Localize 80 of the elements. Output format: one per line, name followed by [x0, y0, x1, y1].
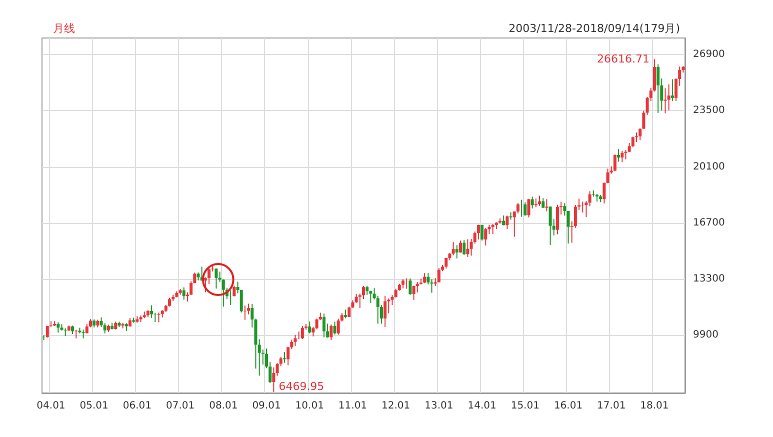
candlestick	[333, 321, 336, 336]
candlestick	[670, 78, 674, 102]
x-tick-label: 17.01	[597, 400, 626, 412]
annotation: 26616.71	[596, 52, 650, 66]
chart-subtitle: 2003/11/28-2018/09/14(179月)	[508, 22, 680, 35]
x-tick-label: 13.01	[424, 400, 454, 412]
candlestick	[243, 304, 246, 320]
candlestick	[480, 224, 484, 242]
candlestick	[272, 366, 276, 392]
candlestick	[563, 202, 566, 216]
y-tick-label: 9900	[693, 330, 718, 341]
candlestick	[369, 290, 372, 304]
candlestick	[491, 224, 494, 235]
x-tick-label: 15.01	[510, 400, 540, 412]
candlestick	[602, 182, 606, 204]
x-tick-label: 09.01	[252, 400, 281, 412]
x-tick-label: 08.01	[209, 400, 238, 412]
candlestick	[56, 322, 60, 334]
candlestick	[624, 150, 628, 160]
candlestick	[484, 227, 488, 246]
candlestick	[606, 168, 610, 184]
candlestick	[384, 295, 387, 328]
candlestick	[330, 324, 333, 340]
candlestick	[656, 64, 660, 114]
x-tick-label: 16.01	[554, 400, 583, 412]
candlestick	[617, 148, 620, 162]
candlestick	[214, 268, 218, 290]
x-tick-label: 05.01	[80, 400, 108, 412]
candlestick	[620, 150, 624, 163]
candlestick	[548, 206, 552, 246]
candlestick	[584, 200, 588, 218]
candlestick	[426, 272, 430, 285]
candlestick	[527, 198, 530, 218]
candlestick	[462, 240, 466, 256]
y-tick-label: 13300	[693, 274, 725, 285]
x-tick-label: 10.01	[295, 400, 324, 412]
candlestick	[308, 321, 312, 334]
candlestick	[322, 313, 326, 338]
candlestick	[150, 304, 154, 318]
candlestick	[258, 338, 261, 376]
candlestick	[455, 244, 458, 259]
x-tick-label: 11.01	[338, 400, 368, 412]
candlestick	[466, 238, 470, 258]
x-tick-label: 18.01	[640, 400, 669, 412]
candlestick	[412, 285, 416, 300]
x-tick-label: 04.01	[36, 400, 66, 412]
candlestick	[182, 286, 186, 300]
candlestick	[294, 334, 297, 346]
y-tick-label: 16700	[693, 217, 725, 228]
candlestick	[437, 268, 440, 283]
candlestick	[506, 215, 509, 230]
candlestick	[667, 84, 670, 111]
candlestick	[300, 325, 304, 340]
candlestick	[423, 272, 426, 284]
chart-title: 月线	[53, 22, 75, 35]
candlestick	[556, 204, 559, 235]
candlestick	[566, 210, 570, 244]
x-tick-label: 07.01	[166, 400, 195, 412]
candlestick	[312, 326, 315, 337]
candlestick	[82, 329, 85, 339]
y-tick-label: 26900	[693, 49, 725, 60]
candlestick	[476, 224, 480, 240]
y-tick-label: 23500	[693, 105, 725, 116]
candlestick	[458, 240, 462, 254]
candlestick	[402, 278, 405, 289]
candlestick	[664, 88, 667, 114]
candlestick	[452, 242, 455, 256]
candlestick	[542, 198, 545, 209]
candlestick	[516, 202, 520, 214]
candlestick	[408, 278, 412, 296]
x-tick-label: 06.01	[122, 400, 152, 412]
annotation: 6469.95	[278, 380, 324, 393]
x-tick-label: 14.01	[468, 400, 496, 412]
candlestick	[588, 190, 592, 207]
x-tick-label: 12.01	[382, 400, 410, 412]
candlestick	[631, 136, 634, 148]
candlestick	[524, 202, 527, 216]
candlestick	[530, 196, 534, 209]
candlestick	[613, 154, 616, 172]
y-tick-label: 20100	[693, 161, 725, 172]
